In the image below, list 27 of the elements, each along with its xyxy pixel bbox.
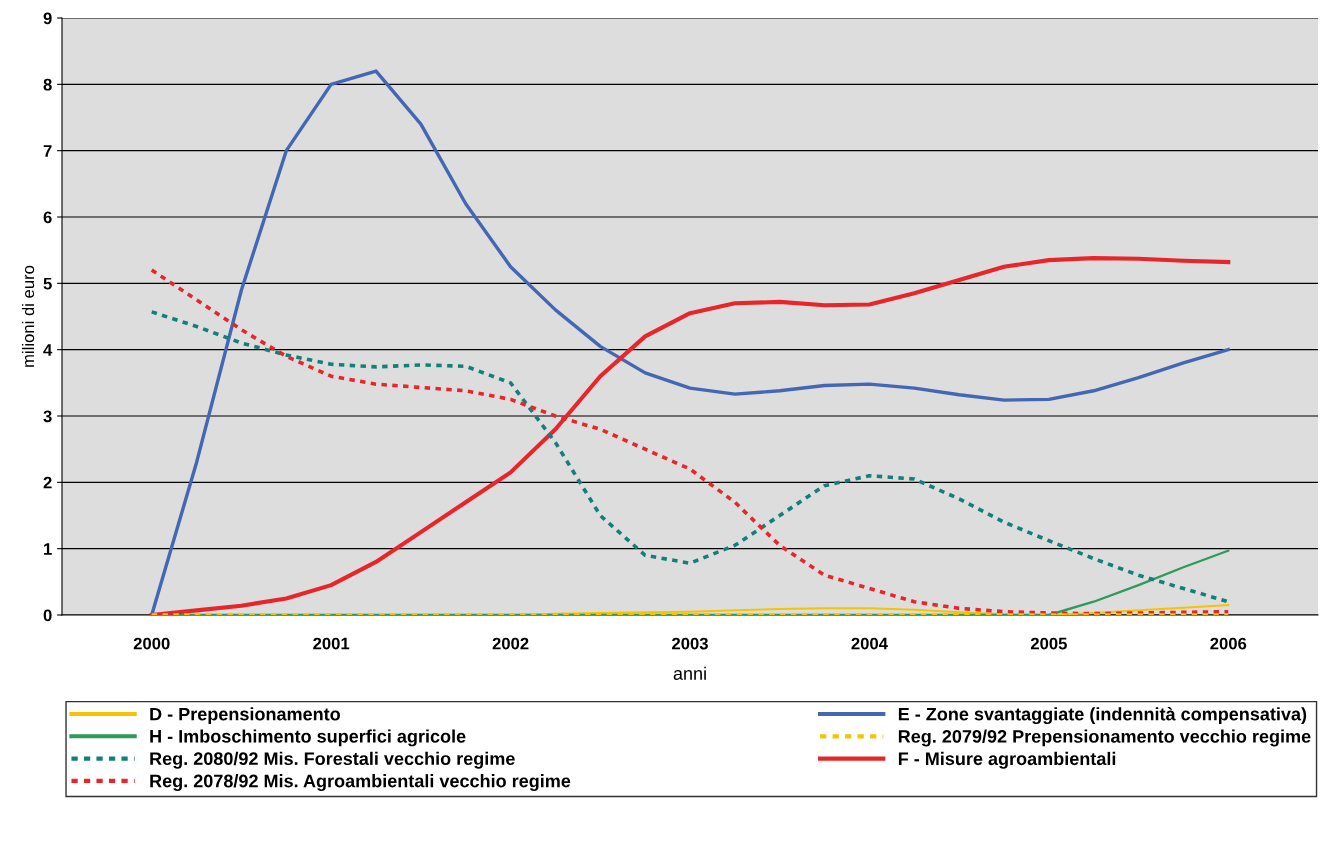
x-tick-label: 2005 <box>1030 637 1067 650</box>
x-tick-label: 2006 <box>1210 637 1247 650</box>
y-tick-label: 1 <box>44 543 52 555</box>
x-tick-label: 2003 <box>672 637 708 650</box>
y-tick-label: 5 <box>43 277 52 290</box>
x-axis-title: anni <box>673 666 706 680</box>
y-axis-title: milioni di euro <box>21 265 35 367</box>
legend-label: H - Imboschimento superfici agricole <box>150 729 466 747</box>
legend-label: Reg. 2078/92 Mis. Agroambientali vecchio regime <box>150 774 571 792</box>
y-tick-label: 9 <box>43 12 52 25</box>
y-tick-label: 7 <box>43 145 52 157</box>
legend-label: Reg. 2079/92 Prepensionamento vecchio regime <box>898 729 1311 747</box>
y-tick-label: 4 <box>43 344 53 356</box>
y-tick-label: 8 <box>43 78 52 91</box>
legend-label: Reg. 2080/92 Mis. Forestali vecchio regime <box>150 751 515 769</box>
legend-label: E - Zone svantaggiate (indennità compensativa) <box>898 707 1307 725</box>
x-tick-label: 2001 <box>313 637 350 650</box>
x-tick-label: 2002 <box>492 637 529 650</box>
y-tick-label: 0 <box>43 609 52 622</box>
y-tick-label: 3 <box>43 410 52 423</box>
y-tick-label: 6 <box>43 211 52 224</box>
line-series <box>150 69 1230 615</box>
x-tick-label: 2000 <box>133 637 170 650</box>
y-tick-label: 2 <box>43 476 52 489</box>
legend-label: F - Misure agroambientali <box>898 751 1116 769</box>
legend-label: D - Prepensionamento <box>150 707 340 725</box>
x-tick-label: 2004 <box>851 637 888 650</box>
